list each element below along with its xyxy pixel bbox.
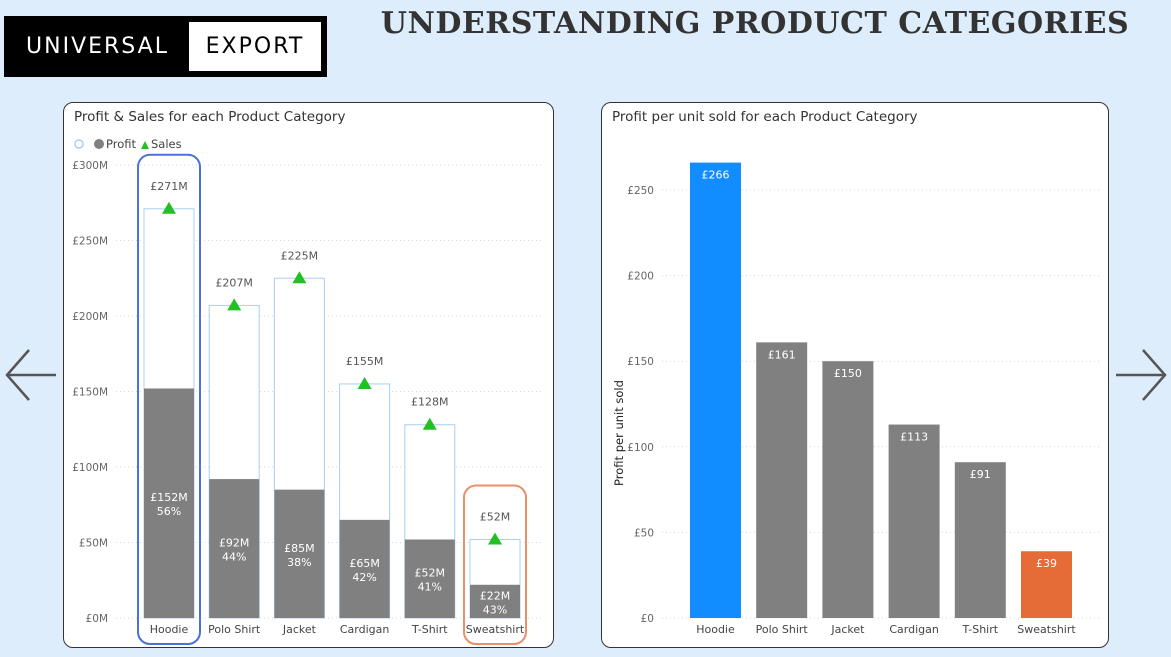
legend-outline-marker [74,139,84,149]
profit-percent-label: 56% [157,505,181,518]
y-tick-label: £50 [634,527,654,539]
profit-data-label: £22M [480,589,511,602]
y-tick-label: £200 [627,271,654,283]
highlight-outline-sweatshirt [463,484,527,646]
profit-per-unit-panel: Profit per unit sold for each Product Ca… [601,102,1109,648]
profit-percent-label: 38% [287,556,311,569]
sales-marker [422,417,437,430]
x-tick-label: Hoodie [696,623,735,636]
bar-data-label: £91 [970,468,991,481]
sales-data-label: £207M [215,276,253,289]
y-tick-label: £50M [79,538,108,550]
chart-title: Profit & Sales for each Product Category [74,109,346,125]
sales-marker [488,532,502,545]
profit-data-label: £52M [415,567,446,580]
y-axis-label: Profit per unit sold [612,380,626,486]
sales-marker [357,376,372,389]
profit-percent-label: 44% [222,551,246,564]
profit-data-label: £152M [150,491,188,504]
y-tick-label: £250M [72,236,108,248]
brand-logo: UNIVERSAL EXPORT [4,16,327,77]
highlight-outline-hoodie [137,153,201,645]
profit-data-label: £65M [349,557,380,570]
x-tick-label: Polo Shirt [208,623,261,636]
x-tick-label: T-Shirt [962,623,999,636]
x-tick-label: Polo Shirt [756,623,809,636]
bar-data-label: £161 [768,348,796,361]
x-tick-label: Jacket [830,623,865,636]
page-title: UNDERSTANDING PRODUCT CATEGORIES [380,6,1130,41]
profit-sales-panel: Profit & Sales for each Product Category… [63,102,554,648]
bar-data-label: £113 [900,431,928,444]
x-tick-label: Sweatshirt [466,623,525,636]
profit-data-label: £85M [284,542,315,555]
profit-percent-label: 41% [418,581,442,594]
arrow-left-icon[interactable] [4,345,58,409]
profit-bar [404,539,455,618]
sales-marker [292,271,307,284]
y-tick-label: £0M [86,613,108,625]
bar-data-label: £266 [702,169,730,182]
profit-per-unit-bar [954,462,1006,618]
sales-data-label: £225M [281,249,319,262]
y-tick-label: £100 [627,442,654,454]
x-tick-label: T-Shirt [411,623,448,636]
arrow-right-icon[interactable] [1114,345,1168,409]
x-tick-label: Jacket [282,623,317,636]
logo-text-left: UNIVERSAL [26,34,169,59]
bar-data-label: £39 [1036,557,1057,570]
x-tick-label: Cardigan [889,623,939,636]
x-tick-label: Cardigan [340,623,390,636]
x-tick-label: Hoodie [150,623,189,636]
x-tick-label: Sweatshirt [1017,623,1076,636]
sales-data-label: £271M [150,180,188,193]
y-tick-label: £100M [72,462,108,474]
profit-bar [144,388,194,618]
profit-percent-label: 43% [483,603,507,616]
profit-per-unit-bar [756,342,808,618]
logo-text-right: EXPORT [189,22,321,71]
sales-marker [162,201,176,214]
sales-marker [227,298,242,311]
profit-bar [209,479,260,618]
profit-per-unit-bar [822,361,874,618]
legend-label-profit: Profit [106,137,136,151]
profit-bar [274,489,325,618]
sales-data-label: £155M [346,355,384,368]
chart-title: Profit per unit sold for each Product Ca… [612,109,918,125]
profit-per-unit-bar [690,162,741,618]
y-tick-label: £150M [72,387,108,399]
profit-bar [470,584,520,618]
y-tick-label: £250 [627,185,654,197]
profit-per-unit-chart: £0 £50 £100 £150 £200 £250 Profit per unit sol… [612,162,1102,636]
sales-data-label: £128M [411,396,449,409]
bar-data-label: £150 [834,367,862,380]
profit-per-unit-bar [888,424,940,618]
profit-bar [339,519,390,618]
y-tick-label: £150 [627,356,654,368]
legend-marker-sales [141,141,149,149]
legend-marker-profit [94,139,104,149]
sales-data-label: £52M [480,510,511,523]
profit-per-unit-bar [1021,551,1072,618]
profit-percent-label: 42% [352,571,376,584]
profit-sales-chart: Profit Sales £0M £50M £100M £150M £200M £250M £3… [72,137,544,646]
profit-data-label: £92M [219,537,250,550]
y-tick-label: £0 [641,613,654,625]
y-tick-label: £200M [72,311,108,323]
y-tick-label: £300M [72,160,108,172]
legend-label-sales: Sales [151,137,182,151]
